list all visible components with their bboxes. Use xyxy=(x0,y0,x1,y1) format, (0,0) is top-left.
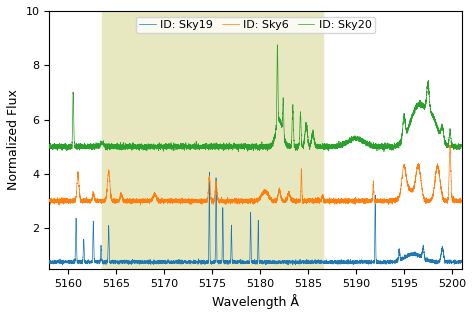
ID: Sky6: (5.17e+03, 2.84): Sky6: (5.17e+03, 2.84) xyxy=(137,203,143,207)
ID: Sky19: (5.19e+03, 0.705): Sky19: (5.19e+03, 0.705) xyxy=(374,261,380,265)
ID: Sky19: (5.19e+03, 0.779): Sky19: (5.19e+03, 0.779) xyxy=(309,259,314,263)
ID: Sky6: (5.16e+03, 3): Sky6: (5.16e+03, 3) xyxy=(46,199,52,203)
ID: Sky20: (5.19e+03, 5.35): Sky20: (5.19e+03, 5.35) xyxy=(352,135,358,139)
ID: Sky19: (5.17e+03, 0.802): Sky19: (5.17e+03, 0.802) xyxy=(196,259,201,263)
ID: Sky20: (5.18e+03, 4.81): Sky20: (5.18e+03, 4.81) xyxy=(236,150,241,154)
ID: Sky6: (5.18e+03, 2.98): Sky6: (5.18e+03, 2.98) xyxy=(291,199,296,203)
ID: Sky6: (5.2e+03, 5.07): Sky6: (5.2e+03, 5.07) xyxy=(447,143,453,147)
ID: Sky6: (5.19e+03, 2.97): Sky6: (5.19e+03, 2.97) xyxy=(374,200,380,204)
ID: Sky19: (5.2e+03, 0.812): Sky19: (5.2e+03, 0.812) xyxy=(459,258,465,262)
X-axis label: Wavelength Å: Wavelength Å xyxy=(212,294,299,309)
Bar xyxy=(102,11,322,269)
ID: Sky19: (5.16e+03, 0.765): Sky19: (5.16e+03, 0.765) xyxy=(46,260,52,264)
ID: Sky20: (5.19e+03, 5.22): Sky20: (5.19e+03, 5.22) xyxy=(309,139,314,143)
ID: Sky20: (5.2e+03, 5.03): Sky20: (5.2e+03, 5.03) xyxy=(459,144,465,148)
ID: Sky19: (5.17e+03, 4.06): Sky19: (5.17e+03, 4.06) xyxy=(207,170,212,174)
ID: Sky19: (5.18e+03, 0.779): Sky19: (5.18e+03, 0.779) xyxy=(291,259,296,263)
ID: Sky6: (5.19e+03, 2.97): Sky6: (5.19e+03, 2.97) xyxy=(309,200,314,204)
ID: Sky19: (5.19e+03, 0.753): Sky19: (5.19e+03, 0.753) xyxy=(352,260,358,264)
ID: Sky6: (5.2e+03, 3.02): Sky6: (5.2e+03, 3.02) xyxy=(459,198,465,202)
ID: Sky6: (5.17e+03, 2.97): Sky6: (5.17e+03, 2.97) xyxy=(196,200,201,204)
ID: Sky20: (5.16e+03, 5.04): Sky20: (5.16e+03, 5.04) xyxy=(67,143,73,147)
ID: Sky20: (5.18e+03, 6.04): Sky20: (5.18e+03, 6.04) xyxy=(291,117,296,120)
Legend: ID: Sky19, ID: Sky6, ID: Sky20: ID: Sky19, ID: Sky6, ID: Sky20 xyxy=(136,16,375,33)
ID: Sky6: (5.19e+03, 2.93): Sky6: (5.19e+03, 2.93) xyxy=(352,201,358,205)
ID: Sky20: (5.19e+03, 5.07): Sky20: (5.19e+03, 5.07) xyxy=(374,143,380,147)
ID: Sky20: (5.16e+03, 5.04): Sky20: (5.16e+03, 5.04) xyxy=(46,143,52,147)
ID: Sky6: (5.16e+03, 3.03): Sky6: (5.16e+03, 3.03) xyxy=(67,198,73,202)
Y-axis label: Normalized Flux: Normalized Flux xyxy=(7,89,20,190)
ID: Sky20: (5.18e+03, 8.75): Sky20: (5.18e+03, 8.75) xyxy=(274,43,280,47)
ID: Sky19: (5.16e+03, 0.653): Sky19: (5.16e+03, 0.653) xyxy=(60,263,65,267)
ID: Sky20: (5.17e+03, 5.07): Sky20: (5.17e+03, 5.07) xyxy=(196,143,201,147)
Line: ID: Sky20: ID: Sky20 xyxy=(49,45,462,152)
Line: ID: Sky6: ID: Sky6 xyxy=(49,145,462,205)
ID: Sky19: (5.16e+03, 0.751): Sky19: (5.16e+03, 0.751) xyxy=(67,260,73,264)
Line: ID: Sky19: ID: Sky19 xyxy=(49,172,462,265)
